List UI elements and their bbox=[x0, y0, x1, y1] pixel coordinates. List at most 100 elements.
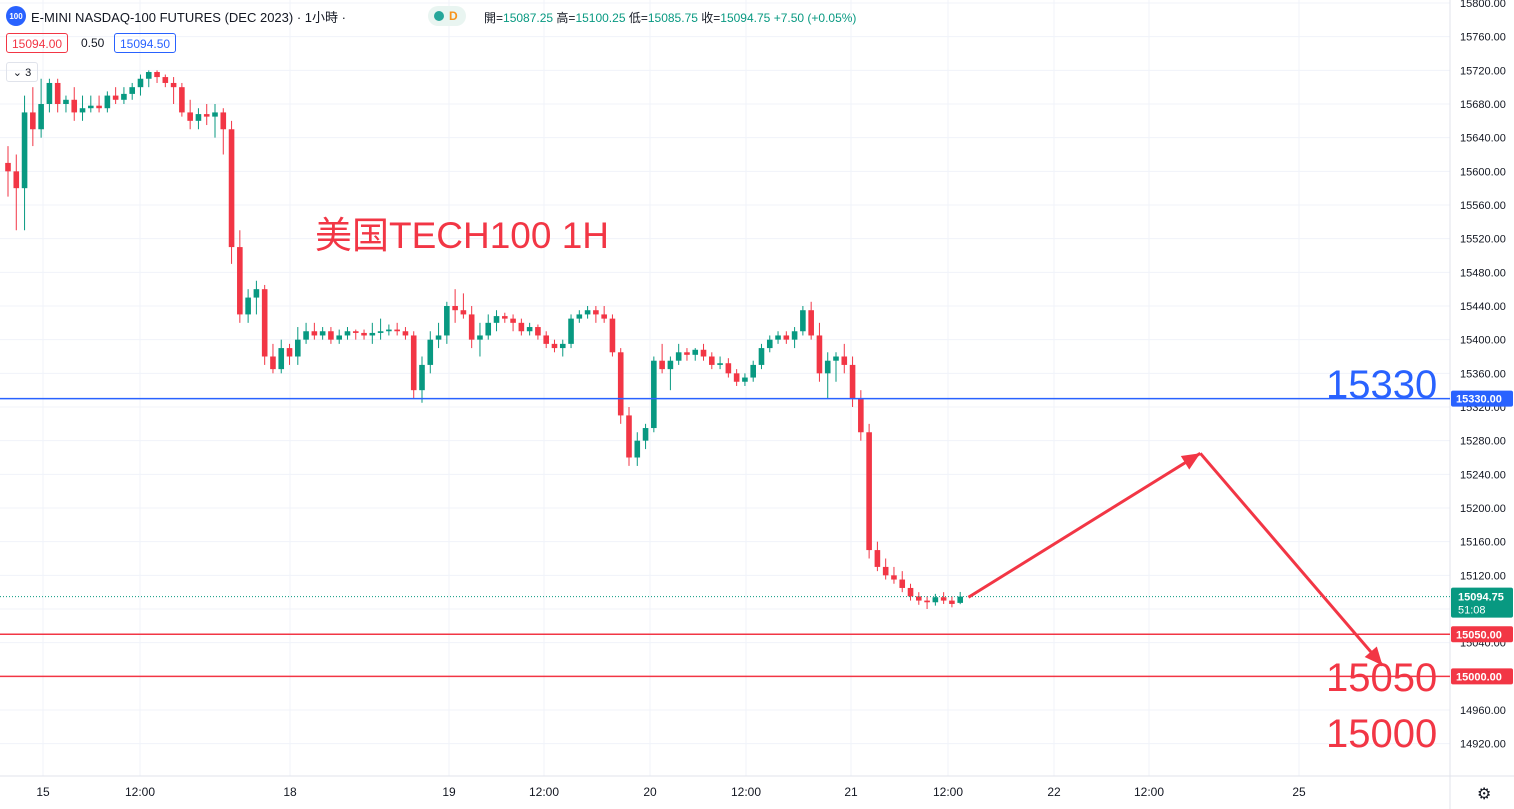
candle-body-up[interactable] bbox=[253, 289, 260, 298]
candle-body-down[interactable] bbox=[452, 306, 458, 311]
candle-body-down[interactable] bbox=[659, 360, 665, 370]
candle-body-down[interactable] bbox=[96, 105, 102, 109]
candle-body-down[interactable] bbox=[5, 162, 11, 172]
candle-body-up[interactable] bbox=[344, 331, 351, 336]
candle-body-down[interactable] bbox=[71, 99, 78, 113]
candle-body-up[interactable] bbox=[63, 99, 69, 104]
candle-body-down[interactable] bbox=[30, 112, 36, 130]
candle-body-up[interactable] bbox=[79, 108, 86, 113]
candle-body-down[interactable] bbox=[700, 349, 707, 357]
candle-body-up[interactable] bbox=[758, 348, 765, 365]
candle-body-down[interactable] bbox=[170, 82, 177, 88]
symbol-title[interactable]: E-MINI NASDAQ-100 FUTURES (DEC 2023) · 1… bbox=[31, 9, 346, 25]
candle-body-up[interactable] bbox=[675, 352, 682, 361]
candle-body-down[interactable] bbox=[179, 87, 185, 113]
candle-body-down[interactable] bbox=[940, 597, 947, 601]
candle-body-down[interactable] bbox=[858, 398, 864, 433]
candle-body-up[interactable] bbox=[435, 335, 442, 340]
candle-body-up[interactable] bbox=[21, 112, 28, 189]
candle-body-up[interactable] bbox=[145, 72, 152, 79]
candle-body-up[interactable] bbox=[717, 363, 723, 365]
candle-body-down[interactable] bbox=[154, 72, 160, 78]
candle-body-down[interactable] bbox=[228, 129, 235, 248]
candle-body-down[interactable] bbox=[410, 335, 417, 391]
candle-body-up[interactable] bbox=[584, 310, 591, 315]
candle-body-up[interactable] bbox=[634, 440, 641, 458]
candle-body-down[interactable] bbox=[924, 600, 930, 603]
candle-body-up[interactable] bbox=[824, 360, 831, 374]
candle-body-down[interactable] bbox=[551, 343, 558, 349]
candle-body-down[interactable] bbox=[617, 352, 624, 416]
candle-body-up[interactable] bbox=[121, 93, 127, 100]
candle-body-down[interactable] bbox=[261, 289, 268, 357]
candle-body-up[interactable] bbox=[104, 95, 111, 109]
candle-body-up[interactable] bbox=[319, 331, 326, 336]
candle-body-down[interactable] bbox=[874, 550, 881, 567]
candle-body-up[interactable] bbox=[742, 377, 748, 382]
candle-body-down[interactable] bbox=[841, 356, 848, 365]
candle-body-down[interactable] bbox=[626, 415, 632, 458]
candle-body-down[interactable] bbox=[593, 310, 599, 315]
symbol-header[interactable]: 100 E-MINI NASDAQ-100 FUTURES (DEC 2023)… bbox=[6, 6, 346, 26]
candle-body-down[interactable] bbox=[394, 329, 400, 332]
candle-body-down[interactable] bbox=[220, 112, 227, 130]
candle-body-down[interactable] bbox=[460, 310, 467, 315]
candle-body-up[interactable] bbox=[692, 349, 699, 355]
candle-body-up[interactable] bbox=[576, 314, 583, 319]
candle-body-up[interactable] bbox=[775, 335, 781, 340]
candle-body-up[interactable] bbox=[642, 428, 649, 441]
candle-body-up[interactable] bbox=[212, 112, 218, 117]
buy-price-button[interactable]: 15094.50 bbox=[114, 33, 177, 53]
candle-body-down[interactable] bbox=[882, 566, 889, 576]
candle-body-down[interactable] bbox=[609, 318, 616, 353]
candle-body-down[interactable] bbox=[543, 335, 549, 344]
candle-body-up[interactable] bbox=[369, 332, 376, 336]
candle-body-up[interactable] bbox=[427, 339, 434, 365]
candle-body-down[interactable] bbox=[684, 352, 690, 355]
candle-body-down[interactable] bbox=[899, 579, 906, 588]
candle-body-up[interactable] bbox=[833, 356, 839, 361]
candle-body-up[interactable] bbox=[791, 331, 798, 340]
candle-body-down[interactable] bbox=[270, 356, 276, 370]
candle-body-up[interactable] bbox=[932, 597, 939, 603]
candle-body-down[interactable] bbox=[916, 596, 922, 601]
candle-body-down[interactable] bbox=[13, 171, 20, 189]
candle-body-up[interactable] bbox=[278, 348, 285, 370]
candle-body-up[interactable] bbox=[336, 335, 342, 340]
candle-body-down[interactable] bbox=[535, 327, 541, 336]
candle-body-up[interactable] bbox=[667, 360, 674, 370]
candle-body-up[interactable] bbox=[377, 331, 384, 333]
candle-body-down[interactable] bbox=[808, 310, 814, 336]
candle-body-down[interactable] bbox=[601, 314, 607, 319]
candle-body-down[interactable] bbox=[816, 335, 823, 374]
candle-body-up[interactable] bbox=[651, 360, 657, 429]
indicators-toggle-button[interactable]: ⌄ 3 bbox=[6, 62, 38, 82]
candle-body-down[interactable] bbox=[112, 95, 119, 100]
candle-body-down[interactable] bbox=[518, 322, 525, 332]
candle-body-up[interactable] bbox=[245, 297, 251, 315]
candle-body-up[interactable] bbox=[493, 316, 500, 323]
chart-settings-gear-icon[interactable]: ⚙ bbox=[1477, 786, 1492, 803]
candle-body-down[interactable] bbox=[402, 331, 409, 336]
candle-body-down[interactable] bbox=[286, 348, 293, 357]
candle-body-up[interactable] bbox=[386, 329, 392, 332]
candle-body-up[interactable] bbox=[38, 104, 44, 130]
candle-body-down[interactable] bbox=[187, 112, 193, 121]
candle-body-up[interactable] bbox=[568, 318, 574, 344]
candle-body-up[interactable] bbox=[800, 310, 806, 332]
candle-body-down[interactable] bbox=[709, 356, 715, 365]
candle-body-up[interactable] bbox=[526, 327, 533, 332]
candle-body-down[interactable] bbox=[502, 316, 508, 319]
candle-body-down[interactable] bbox=[783, 335, 790, 340]
candle-body-down[interactable] bbox=[361, 332, 367, 336]
sell-price-button[interactable]: 15094.00 bbox=[6, 33, 69, 53]
candle-body-down[interactable] bbox=[328, 331, 334, 340]
candle-body-up[interactable] bbox=[559, 343, 566, 349]
candle-body-down[interactable] bbox=[849, 364, 856, 399]
candle-body-down[interactable] bbox=[891, 575, 897, 580]
candle-body-up[interactable] bbox=[195, 114, 202, 121]
candle-body-up[interactable] bbox=[46, 82, 53, 104]
annotation-arrow-line[interactable] bbox=[967, 452, 1202, 599]
candle-body-up[interactable] bbox=[419, 364, 425, 391]
